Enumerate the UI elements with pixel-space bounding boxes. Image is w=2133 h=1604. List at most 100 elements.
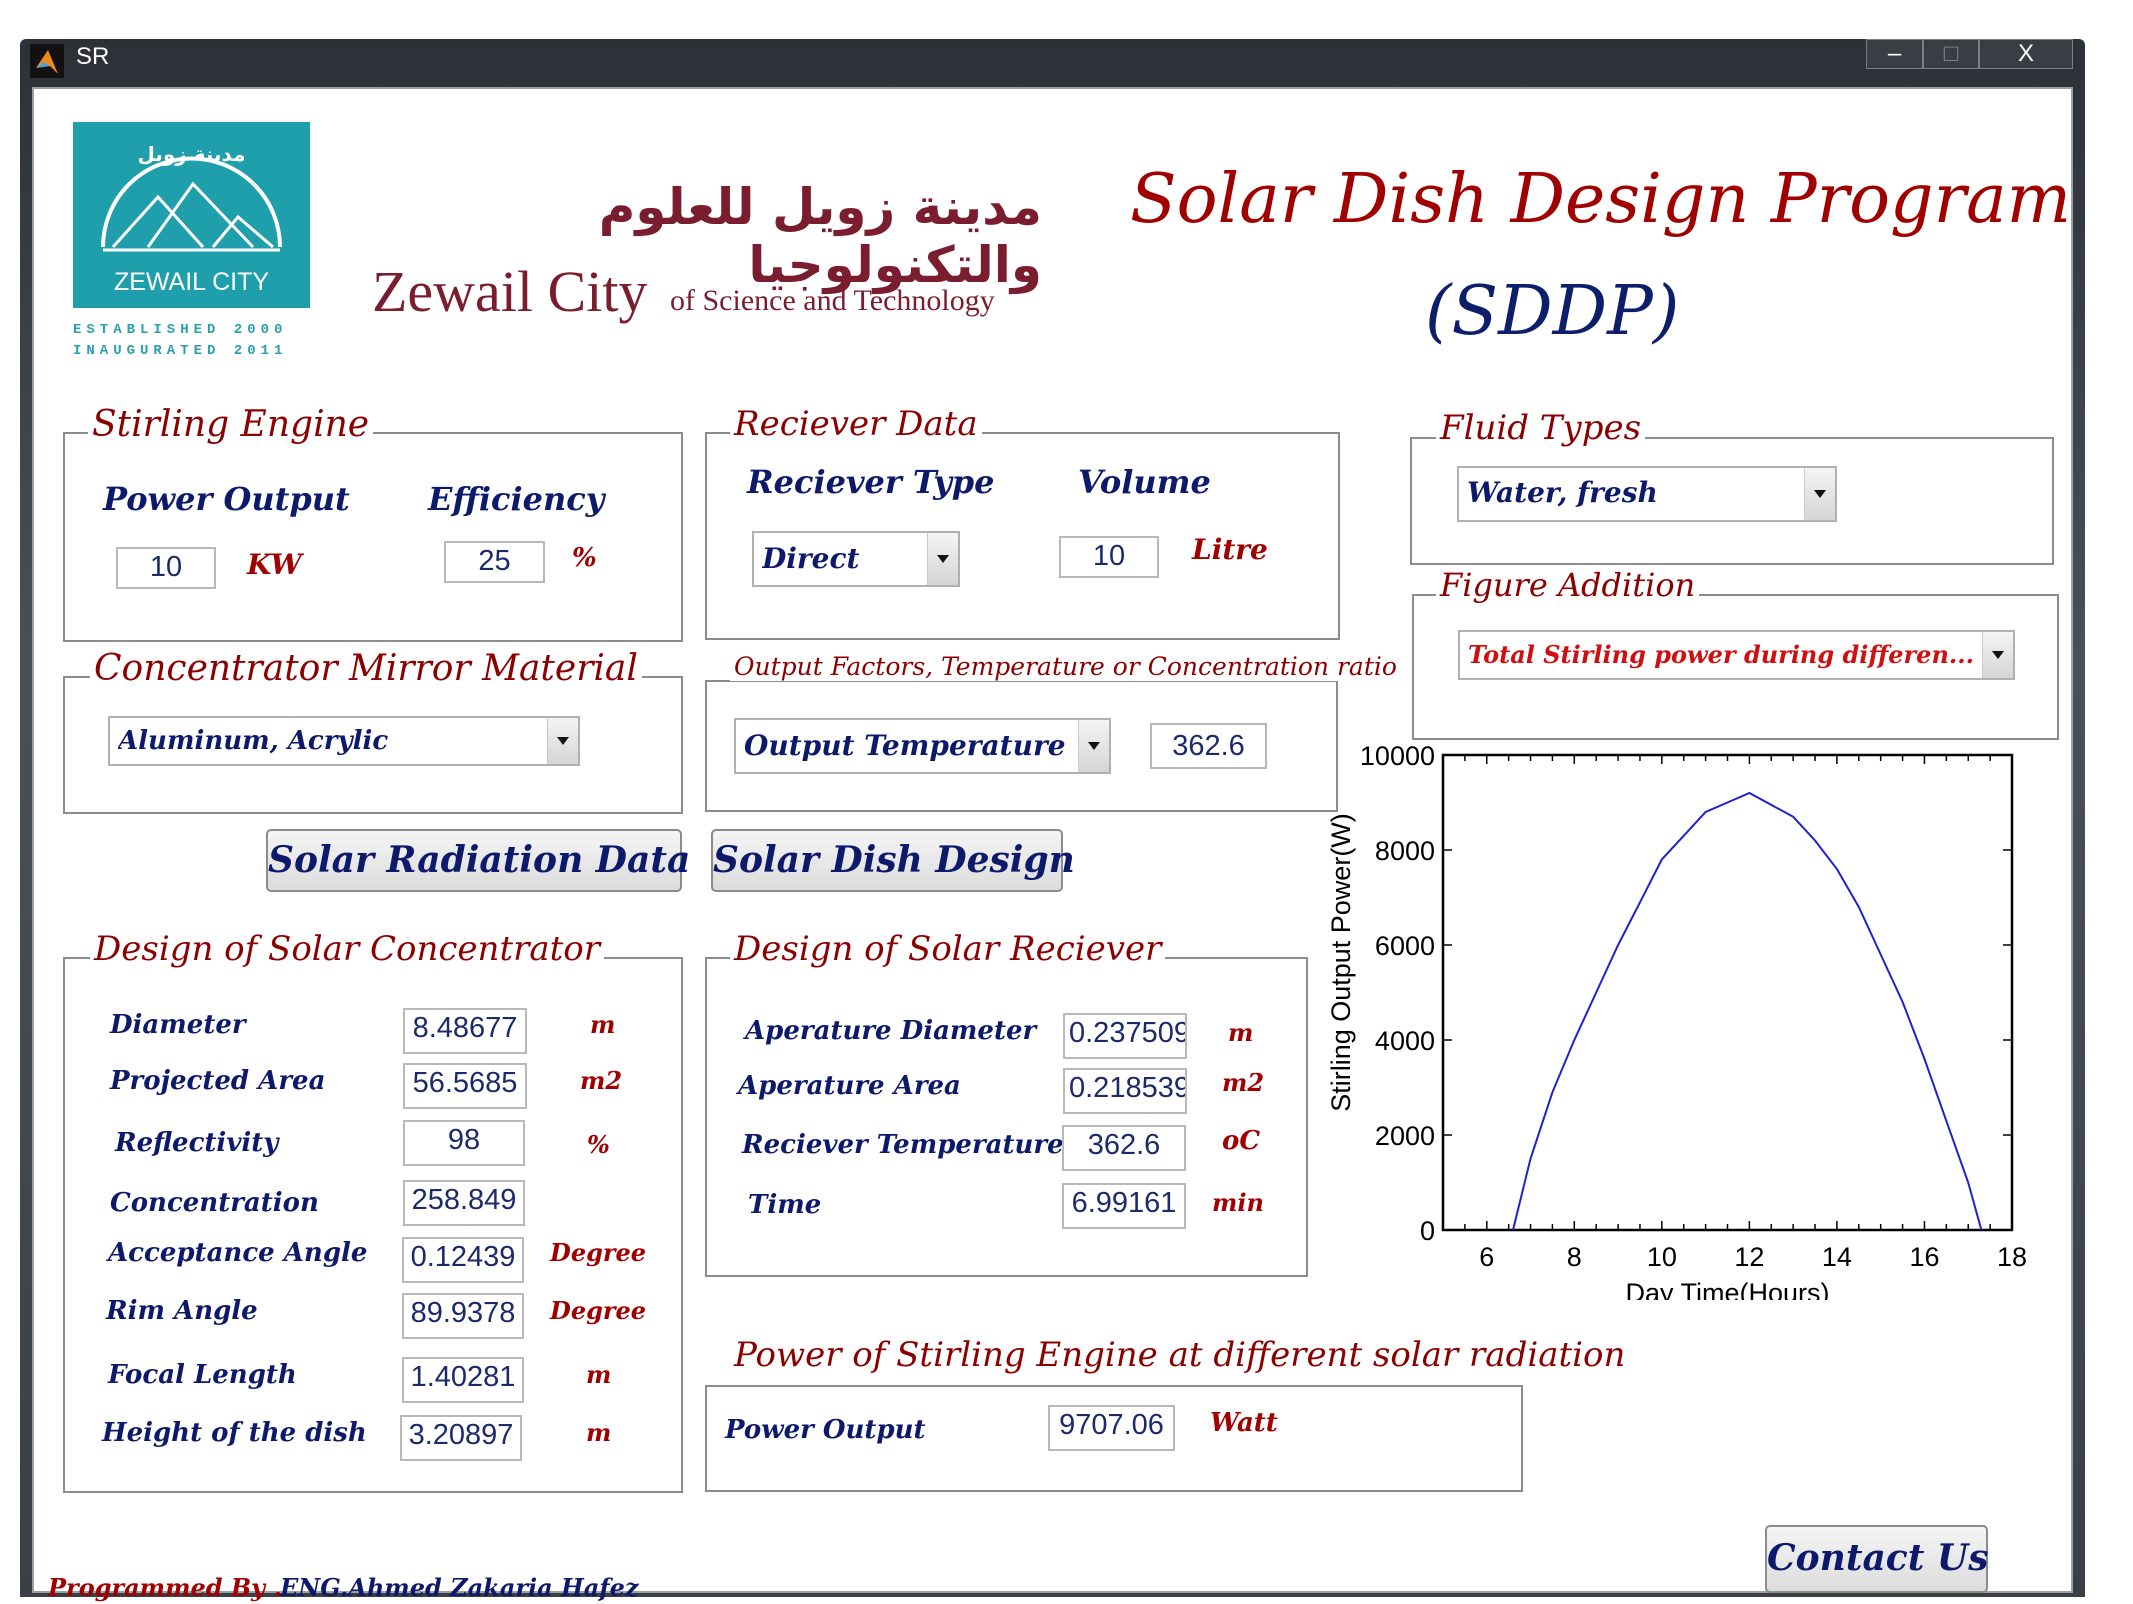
volume-unit: Litre: [1192, 533, 1268, 566]
x-tick-label: 8: [1567, 1242, 1582, 1272]
plot-axes: [1441, 753, 2014, 1232]
y-tick-label: 4000: [1375, 1026, 1435, 1056]
chevron-down-icon[interactable]: [927, 533, 958, 585]
logo-inaugurated: INAUGURATED 2011: [73, 343, 288, 359]
y-tick-label: 8000: [1375, 836, 1435, 866]
reflectivity-value[interactable]: 98: [403, 1120, 525, 1166]
acceptance-angle-unit: Degree: [550, 1238, 647, 1267]
receiver-type-dropdown[interactable]: Direct: [752, 531, 960, 587]
focal-length-value[interactable]: 1.40281: [402, 1357, 524, 1403]
institution-name: Zewail City: [372, 259, 648, 324]
maximize-button[interactable]: □: [1923, 39, 1979, 69]
receiver-design-panel: [705, 957, 1308, 1277]
close-button[interactable]: X: [1979, 39, 2073, 69]
solar-radiation-data-button[interactable]: Solar Radiation Data: [266, 829, 690, 892]
dish-height-unit: m: [586, 1418, 612, 1447]
programmed-by-label: Programmed By .: [48, 1573, 282, 1602]
stirling-power-unit: Watt: [1210, 1408, 1278, 1438]
aperture-diameter-value[interactable]: 0.237509: [1063, 1013, 1187, 1059]
x-tick-label: 6: [1479, 1242, 1494, 1272]
focal-length-unit: m: [586, 1360, 612, 1389]
stirling-power-title: Power of Stirling Engine at different so…: [730, 1335, 1630, 1375]
output-factors-selected: Output Temperature: [744, 729, 1066, 762]
receiver-temperature-value[interactable]: 362.6: [1062, 1125, 1186, 1171]
power-output-unit: KW: [247, 548, 302, 581]
acceptance-angle-value[interactable]: 0.12439: [402, 1237, 524, 1283]
aperture-area-value[interactable]: 0.218539: [1063, 1068, 1187, 1114]
rim-angle-value[interactable]: 89.9378: [402, 1293, 524, 1339]
output-factors-panel: [705, 680, 1338, 812]
aperture-diameter-unit: m: [1228, 1018, 1254, 1047]
minimize-button[interactable]: –: [1866, 39, 1923, 69]
projected-area-unit: m2: [580, 1066, 623, 1095]
logo-arabic: مدينة زويل: [137, 142, 246, 166]
focal-length-label: Focal Length: [108, 1360, 297, 1390]
fluid-type-dropdown[interactable]: Water, fresh: [1457, 466, 1837, 522]
title-bar[interactable]: [20, 39, 2085, 87]
institution-arabic-name: مدينة زويل للعلوم والتكنولوجيا: [598, 178, 1042, 294]
diameter-unit: m: [590, 1010, 616, 1039]
rim-angle-unit: Degree: [550, 1296, 647, 1325]
matlab-app-icon: [30, 44, 64, 78]
y-axis-label: Stirling Output Power(W): [1326, 813, 1356, 1112]
x-tick-label: 16: [1909, 1242, 1939, 1272]
receiver-type-selected: Direct: [762, 542, 860, 575]
projected-area-value[interactable]: 56.5685: [403, 1063, 527, 1109]
reflectivity-label: Reflectivity: [115, 1128, 279, 1158]
y-tick-label: 2000: [1375, 1121, 1435, 1151]
pyramids-icon: [101, 156, 282, 252]
fluid-types-title: Fluid Types: [1436, 408, 1646, 448]
output-factor-value[interactable]: 362.6: [1150, 723, 1267, 769]
time-label: Time: [748, 1190, 822, 1220]
logo-established: ESTABLISHED 2000: [73, 322, 288, 338]
reflectivity-unit: %: [587, 1130, 610, 1159]
stirling-power-panel: [705, 1385, 1523, 1492]
output-factors-title: Output Factors, Temperature or Concentra…: [730, 652, 1401, 681]
power-output-label: Power Output: [103, 480, 350, 518]
output-factors-dropdown[interactable]: Output Temperature: [734, 718, 1111, 774]
figure-addition-title: Figure Addition: [1436, 566, 1700, 604]
chevron-down-icon[interactable]: [1804, 468, 1835, 520]
dish-height-label: Height of the dish: [102, 1418, 367, 1448]
receiver-temperature-unit: oC: [1222, 1126, 1261, 1156]
aperture-area-unit: m2: [1222, 1068, 1265, 1097]
aperture-diameter-label: Aperature Diameter: [745, 1016, 1037, 1046]
concentration-value[interactable]: 258.849: [403, 1180, 525, 1226]
x-tick-label: 14: [1822, 1242, 1852, 1272]
dish-height-value[interactable]: 3.20897: [400, 1415, 522, 1461]
program-title: Solar Dish Design Program: [1130, 160, 2072, 239]
figure-addition-dropdown[interactable]: Total Stirling power during differen...: [1458, 630, 2015, 680]
aperture-area-label: Aperature Area: [738, 1071, 961, 1101]
diameter-value[interactable]: 8.48677: [403, 1008, 527, 1054]
chevron-down-icon[interactable]: [1982, 632, 2013, 678]
zewail-city-logo: مدينة زويل: [73, 122, 310, 308]
power-curve-line: [1512, 791, 1983, 1231]
x-tick-label: 12: [1734, 1242, 1764, 1272]
figure-addition-selected: Total Stirling power during differen...: [1468, 640, 1974, 669]
mirror-material-title: Concentrator Mirror Material: [90, 648, 642, 689]
contact-us-button[interactable]: Contact Us: [1765, 1525, 1989, 1593]
solar-dish-design-button[interactable]: Solar Dish Design: [711, 829, 1075, 892]
mirror-material-dropdown[interactable]: Aluminum, Acrylic: [108, 716, 580, 766]
volume-input[interactable]: 10: [1059, 536, 1159, 578]
receiver-data-title: Reciever Data: [730, 404, 982, 444]
efficiency-label: Efficiency: [428, 480, 605, 518]
power-output-input[interactable]: 10: [116, 547, 216, 589]
chevron-down-icon[interactable]: [547, 718, 578, 764]
stirling-engine-title: Stirling Engine: [88, 404, 374, 445]
y-tick-label: 6000: [1375, 931, 1435, 961]
mirror-material-selected: Aluminum, Acrylic: [118, 726, 389, 756]
y-tick-label: 10000: [1360, 741, 1435, 771]
chevron-down-icon[interactable]: [1078, 720, 1109, 772]
efficiency-unit: %: [572, 543, 597, 573]
receiver-temperature-label: Reciever Temperature: [742, 1130, 1064, 1160]
time-value[interactable]: 6.99161: [1062, 1183, 1186, 1229]
projected-area-label: Projected Area: [110, 1066, 326, 1096]
receiver-data-panel: [705, 432, 1340, 640]
x-axis-label: Day Time(Hours): [1625, 1278, 1829, 1300]
efficiency-input[interactable]: 25: [444, 541, 545, 583]
stirling-power-value[interactable]: 9707.06: [1048, 1405, 1175, 1451]
concentration-label: Concentration: [110, 1188, 319, 1218]
receiver-type-label: Reciever Type: [747, 463, 995, 501]
time-unit: min: [1212, 1188, 1264, 1217]
